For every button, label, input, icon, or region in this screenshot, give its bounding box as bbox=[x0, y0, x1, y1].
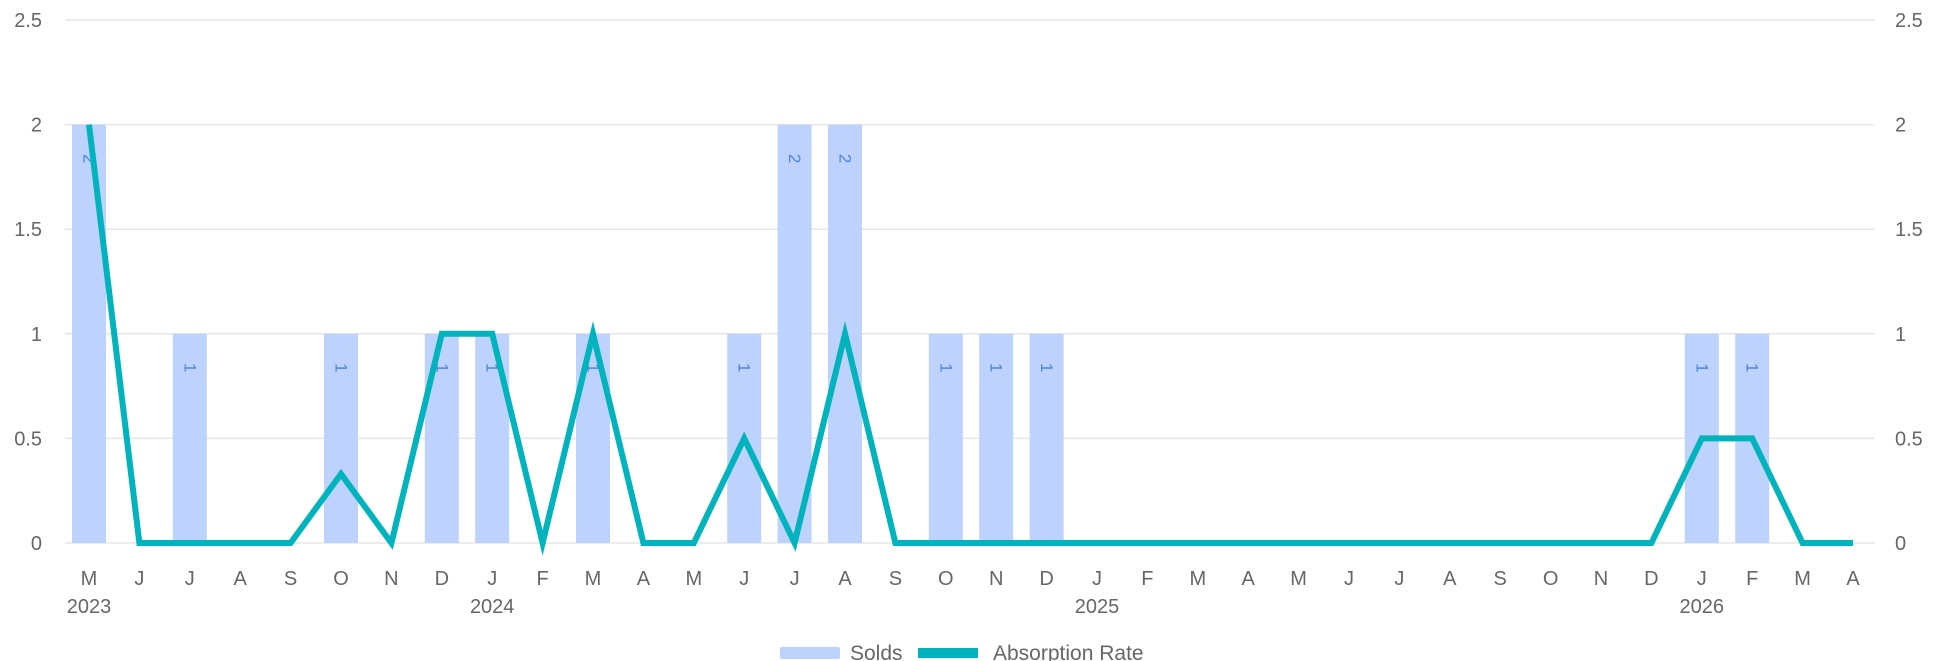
x-tick-label: S bbox=[1494, 568, 1507, 590]
x-tick-label: M bbox=[585, 568, 602, 590]
y-tick-label-left: 1.5 bbox=[14, 219, 42, 241]
y-tick-label-right: 1.5 bbox=[1895, 219, 1923, 241]
x-tick-label: A bbox=[1846, 568, 1860, 590]
bar-value-label: 1 bbox=[332, 363, 351, 372]
bar-value-label: 1 bbox=[483, 363, 502, 372]
x-tick-label: O bbox=[333, 568, 349, 590]
x-tick-label: J bbox=[185, 568, 195, 590]
legend-item-absorption-rate[interactable]: Absorption Rate bbox=[918, 642, 1144, 661]
x-tick-label: F bbox=[536, 568, 548, 590]
x-tick-label: J bbox=[790, 568, 800, 590]
bar-solds[interactable] bbox=[928, 333, 963, 543]
x-tick-label: J bbox=[134, 568, 144, 590]
y-tick-label-right: 2 bbox=[1895, 115, 1906, 137]
x-tick-label: A bbox=[637, 568, 651, 590]
x-tick-label: M bbox=[1290, 568, 1307, 590]
bar-value-label: 1 bbox=[432, 363, 451, 372]
y-tick-label-right: 0 bbox=[1895, 533, 1906, 555]
x-tick-label: J bbox=[1394, 568, 1404, 590]
solds-bar-labels: 2 1 1 1 1 1 1 2 2 1 1 1 1 1 bbox=[80, 154, 1762, 373]
bar-value-label: 1 bbox=[584, 363, 603, 372]
x-tick-label: J bbox=[1697, 568, 1707, 590]
bar-value-label: 2 bbox=[785, 154, 804, 163]
bar-value-label: 1 bbox=[1692, 363, 1711, 372]
x-tick-label: F bbox=[1746, 568, 1758, 590]
x-year-label: 2024 bbox=[470, 596, 515, 618]
y-tick-label-left: 0.5 bbox=[14, 428, 42, 450]
x-tick-label: D bbox=[1644, 568, 1658, 590]
y-tick-label-right: 2.5 bbox=[1895, 10, 1923, 32]
legend: Solds Absorption Rate bbox=[780, 642, 1144, 661]
bar-value-label: 1 bbox=[735, 363, 754, 372]
x-year-label: 2025 bbox=[1075, 596, 1120, 618]
line-absorption-rate[interactable] bbox=[86, 124, 1853, 556]
x-tick-label: S bbox=[889, 568, 902, 590]
y-tick-label-right: 0.5 bbox=[1895, 428, 1923, 450]
absorption-rate-line bbox=[86, 124, 1853, 556]
x-tick-label: S bbox=[284, 568, 297, 590]
bar-value-label: 2 bbox=[836, 154, 855, 163]
legend-item-solds[interactable]: Solds bbox=[780, 642, 903, 661]
x-tick-label: A bbox=[234, 568, 248, 590]
y-axis-left: 0 0.5 1 1.5 2 2.5 bbox=[14, 10, 42, 555]
y-tick-label-right: 1 bbox=[1895, 324, 1906, 346]
x-year-label: 2023 bbox=[67, 596, 112, 618]
x-tick-label: D bbox=[435, 568, 449, 590]
legend-label-absorption-rate: Absorption Rate bbox=[993, 642, 1144, 661]
y-axis-right: 0 0.5 1 1.5 2 2.5 bbox=[1895, 10, 1923, 555]
x-tick-label: N bbox=[1594, 568, 1608, 590]
bar-solds[interactable] bbox=[72, 124, 106, 543]
y-tick-label-left: 1 bbox=[31, 324, 42, 346]
x-tick-label: J bbox=[1092, 568, 1102, 590]
x-tick-label: F bbox=[1141, 568, 1153, 590]
x-tick-label: M bbox=[685, 568, 702, 590]
x-tick-label: M bbox=[81, 568, 98, 590]
x-tick-label: J bbox=[739, 568, 749, 590]
legend-swatch-absorption-rate bbox=[918, 648, 978, 658]
x-tick-label: M bbox=[1794, 568, 1811, 590]
x-tick-label: N bbox=[384, 568, 398, 590]
bar-value-label: 2 bbox=[80, 154, 99, 163]
x-tick-label: M bbox=[1189, 568, 1206, 590]
bar-solds[interactable] bbox=[172, 333, 207, 543]
solds-bars bbox=[72, 124, 1770, 543]
bar-value-label: 1 bbox=[1743, 363, 1762, 372]
y-tick-label-left: 2.5 bbox=[14, 10, 42, 32]
x-tick-label: J bbox=[487, 568, 497, 590]
legend-label-solds: Solds bbox=[850, 642, 903, 661]
x-tick-label: O bbox=[1543, 568, 1559, 590]
x-axis: M J J A S O N D J F M A M J J A S O N D J F M A M J J A S O N D J F M A 2023… bbox=[67, 568, 1861, 618]
x-tick-label: A bbox=[1242, 568, 1256, 590]
bar-value-label: 1 bbox=[936, 363, 955, 372]
x-tick-label: N bbox=[989, 568, 1003, 590]
x-year-label: 2026 bbox=[1680, 596, 1725, 618]
bar-solds[interactable] bbox=[1029, 333, 1064, 543]
bar-value-label: 1 bbox=[1037, 363, 1056, 372]
bar-value-label: 1 bbox=[987, 363, 1006, 372]
x-tick-label: A bbox=[1443, 568, 1457, 590]
legend-swatch-solds bbox=[780, 647, 840, 659]
x-tick-label: D bbox=[1039, 568, 1053, 590]
bar-solds[interactable] bbox=[979, 333, 1014, 543]
bar-solds[interactable] bbox=[777, 124, 812, 543]
y-tick-label-left: 0 bbox=[31, 533, 42, 555]
x-tick-label: O bbox=[938, 568, 954, 590]
x-tick-label: A bbox=[838, 568, 852, 590]
y-tick-label-left: 2 bbox=[31, 115, 42, 137]
bar-solds[interactable] bbox=[324, 333, 358, 543]
bar-value-label: 1 bbox=[180, 363, 199, 372]
x-tick-label: J bbox=[1344, 568, 1354, 590]
